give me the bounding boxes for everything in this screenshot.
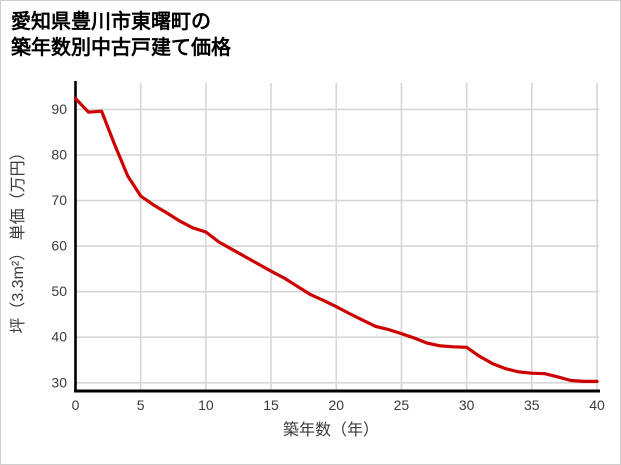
price-line-series <box>73 96 599 383</box>
x-tick-label: 0 <box>72 397 80 413</box>
y-tick-label: 60 <box>51 238 67 254</box>
x-tick-label: 15 <box>263 397 279 413</box>
y-tick-label: 30 <box>51 374 67 390</box>
x-tick-label: 5 <box>137 397 145 413</box>
y-tick-label: 50 <box>51 283 67 299</box>
x-tick-label: 35 <box>524 397 540 413</box>
y-tick-label: 70 <box>51 192 67 208</box>
chart-title-line1: 愛知県豊川市東曙町の <box>11 11 211 33</box>
x-tick-label: 20 <box>328 397 344 413</box>
x-axis-label: 築年数（年） <box>283 421 379 439</box>
x-tick-label: 25 <box>394 397 410 413</box>
y-tick-label: 90 <box>51 101 67 117</box>
x-tick-label: 10 <box>198 397 214 413</box>
y-tick-label: 40 <box>51 329 67 345</box>
x-tick-label: 40 <box>589 397 605 413</box>
chart-title: 愛知県豊川市東曙町の 築年数別中古戸建て価格 <box>11 9 231 61</box>
chart-title-line2: 築年数別中古戸建て価格 <box>11 37 231 59</box>
y-tick-label: 80 <box>51 146 67 162</box>
y-axis-label: 坪（3.3m²） 単価（万円） <box>9 144 27 333</box>
x-tick-label: 30 <box>459 397 475 413</box>
